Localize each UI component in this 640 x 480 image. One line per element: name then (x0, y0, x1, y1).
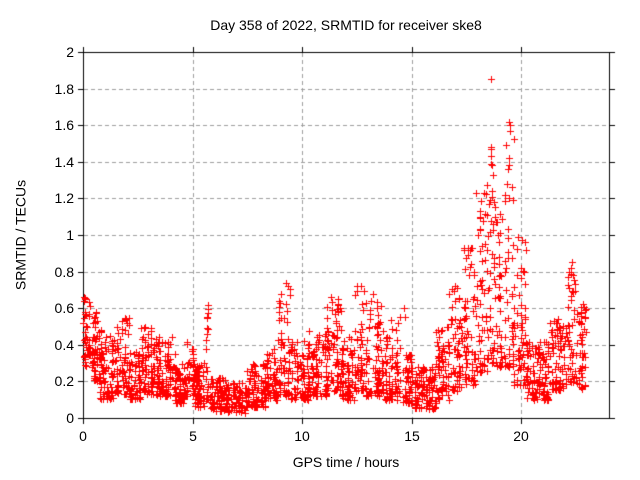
x-tick-label: 10 (294, 428, 310, 444)
y-tick-label: 0.4 (54, 337, 74, 353)
y-tick-label: 1 (66, 227, 74, 243)
y-tick-label: 2 (66, 44, 74, 60)
x-tick-label: 5 (189, 428, 197, 444)
y-tick-label: 0.2 (54, 373, 74, 389)
y-tick-label: 1.6 (54, 117, 74, 133)
x-axis-label: GPS time / hours (292, 454, 400, 470)
x-tick-label: 0 (79, 428, 87, 444)
y-tick-label: 0.8 (54, 264, 74, 280)
x-tick-label: 20 (513, 428, 529, 444)
y-tick-label: 1.4 (54, 154, 74, 170)
chart-title: Day 358 of 2022, SRMTID for receiver ske… (210, 17, 482, 33)
x-tick-label: 15 (404, 428, 420, 444)
y-tick-label: 0 (66, 410, 74, 426)
y-tick-label: 1.8 (54, 81, 74, 97)
y-tick-label: 0.6 (54, 300, 74, 316)
y-tick-label: 1.2 (54, 190, 74, 206)
